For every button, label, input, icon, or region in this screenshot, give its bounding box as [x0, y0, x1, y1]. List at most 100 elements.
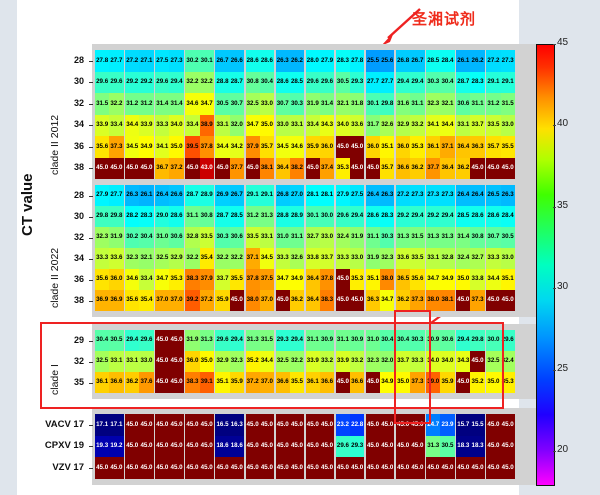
heatmap-cell: 33.4	[185, 114, 200, 136]
heatmap-cell: 26.5	[486, 185, 501, 206]
heatmap-cell: 33.4	[109, 114, 124, 136]
heatmap-cell: 37.1	[245, 248, 260, 269]
heatmap-cell: 37.3	[109, 136, 124, 158]
heatmap-cell: 30.4	[259, 71, 274, 93]
heatmap-cell: 45.0	[229, 457, 244, 479]
heatmap-cell: 45.0	[229, 290, 244, 311]
heatmap-cell: 27.7	[109, 50, 124, 72]
heatmap-cell: 35.3	[169, 269, 184, 290]
heatmap-cell: 32.6	[380, 114, 395, 136]
heatmap-cell: 45.0	[139, 457, 154, 479]
heatmap-cell: 33.5	[486, 114, 501, 136]
heatmap-cell: 33.0	[139, 351, 154, 372]
heatmap-cell: 29.4	[396, 71, 411, 93]
heatmap-cell: 45.0	[486, 157, 501, 179]
heatmap-cell: 30.2	[185, 50, 200, 72]
heatmap-cell: 32.2	[229, 248, 244, 269]
heatmap-cell: 29.8	[470, 330, 485, 351]
heatmap-cell: 33.3	[95, 248, 110, 269]
heatmap-cell: 45.0	[410, 457, 425, 479]
heatmap-cell: 45.0	[275, 435, 290, 457]
heatmap-cell: 45.0	[456, 372, 471, 393]
heatmap-cell: 45.0	[95, 457, 110, 479]
heatmap-cell: 30.7	[486, 227, 501, 248]
heatmap-cell: 45.0	[139, 157, 154, 179]
heatmap-cell: 33.3	[410, 351, 425, 372]
heatmap-cell: 34.7	[155, 269, 170, 290]
heatmap-cell: 34.6	[125, 269, 140, 290]
heatmap-cell: 45.0	[500, 290, 515, 311]
heatmap-cell: 32.9	[396, 114, 411, 136]
heatmap-cell: 32.8	[185, 227, 200, 248]
heatmap-cell: 36.3	[470, 136, 485, 158]
heatmap-cell: 37.5	[259, 269, 274, 290]
row-tick-vacv-17: VACV 17	[45, 418, 84, 430]
heatmap-cell: 38.3	[319, 290, 335, 311]
heatmap-cell: 28.5	[456, 206, 471, 227]
row-tick-36: 36	[73, 140, 84, 151]
heatmap-cell: 31.2	[245, 206, 260, 227]
heatmap-cell: 37.0	[259, 290, 274, 311]
heatmap-cell: 26.1	[139, 185, 154, 206]
heatmap-cell: 32.2	[185, 71, 200, 93]
colorbar	[536, 44, 555, 486]
heatmap-cell: 35.2	[245, 351, 260, 372]
heatmap-cell: 29.4	[169, 71, 184, 93]
heatmap-cell: 30.0	[319, 206, 335, 227]
heatmap-cell: 45.0	[245, 435, 260, 457]
heatmap-cell: 29.4	[229, 330, 244, 351]
heatmap-cell: 36.1	[426, 136, 441, 158]
heatmap-cell: 33.6	[350, 114, 365, 136]
heatmap-cell: 26.8	[396, 50, 411, 72]
heatmap-cell: 33.2	[350, 351, 365, 372]
heatmap-cell: 37.2	[169, 157, 184, 179]
row-tick-35: 35	[73, 376, 84, 387]
heatmap-cell: 36.0	[319, 136, 335, 158]
heatmap-cell: 45.0	[275, 414, 290, 436]
row-tick-dash	[89, 216, 93, 218]
heatmap-cell: 26.9	[215, 185, 230, 206]
heatmap-cell: 36.2	[396, 290, 411, 311]
heatmap-cell: 45.0	[289, 435, 305, 457]
heatmap-cell: 29.2	[426, 206, 441, 227]
heatmap-cell: 38.1	[259, 157, 274, 179]
heatmap-cell: 36.4	[275, 157, 290, 179]
heatmap-cell: 35.5	[289, 372, 305, 393]
heatmap-cell: 34.5	[125, 136, 140, 158]
heatmap-cell: 30.5	[440, 435, 455, 457]
heatmap-cell: 27.7	[365, 71, 381, 93]
heatmap-cell: 32.4	[456, 248, 471, 269]
heatmap-cell: 36.0	[365, 136, 381, 158]
heatmap-cell: 29.1	[245, 185, 260, 206]
heatmap-cell: 34.3	[456, 351, 471, 372]
heatmap-cell: 33.0	[275, 114, 290, 136]
heatmap-cell: 32.5	[275, 351, 290, 372]
row-tick-dash	[89, 146, 93, 148]
row-tick-dash	[89, 382, 93, 384]
heatmap-cell: 35.1	[500, 269, 515, 290]
heatmap-cell: 29.4	[350, 206, 365, 227]
heatmap-cell: 32.2	[289, 351, 305, 372]
heatmap-cell: 35.0	[169, 136, 184, 158]
row-tick-32: 32	[73, 355, 84, 366]
heatmap-cell: 31.9	[305, 93, 320, 115]
heatmap-cell: 45.0	[500, 414, 515, 436]
heatmap-cell: 29.4	[410, 71, 425, 93]
colorbar-tick-dash	[553, 369, 556, 371]
heatmap-cell: 27.2	[486, 50, 501, 72]
heatmap-cell: 27.3	[426, 185, 441, 206]
row-tick-dash	[89, 361, 93, 363]
colorbar-tick-dash	[553, 44, 556, 45]
heatmap-cell: 28.6	[486, 206, 501, 227]
heatmap-cell: 28.9	[199, 185, 214, 206]
heatmap-cell: 32.7	[470, 248, 485, 269]
heatmap-cell: 33.9	[95, 114, 110, 136]
heatmap-cell: 35.7	[259, 136, 274, 158]
heatmap-cell: 38.2	[289, 157, 305, 179]
heatmap-cell: 33.5	[410, 248, 425, 269]
heatmap-cell: 45.0	[125, 414, 140, 436]
heatmap-cell: 35.6	[125, 290, 140, 311]
heatmap-cell: 45.0	[139, 414, 154, 436]
heatmap-cell: 28.3	[335, 50, 351, 72]
row-tick-32: 32	[73, 97, 84, 108]
